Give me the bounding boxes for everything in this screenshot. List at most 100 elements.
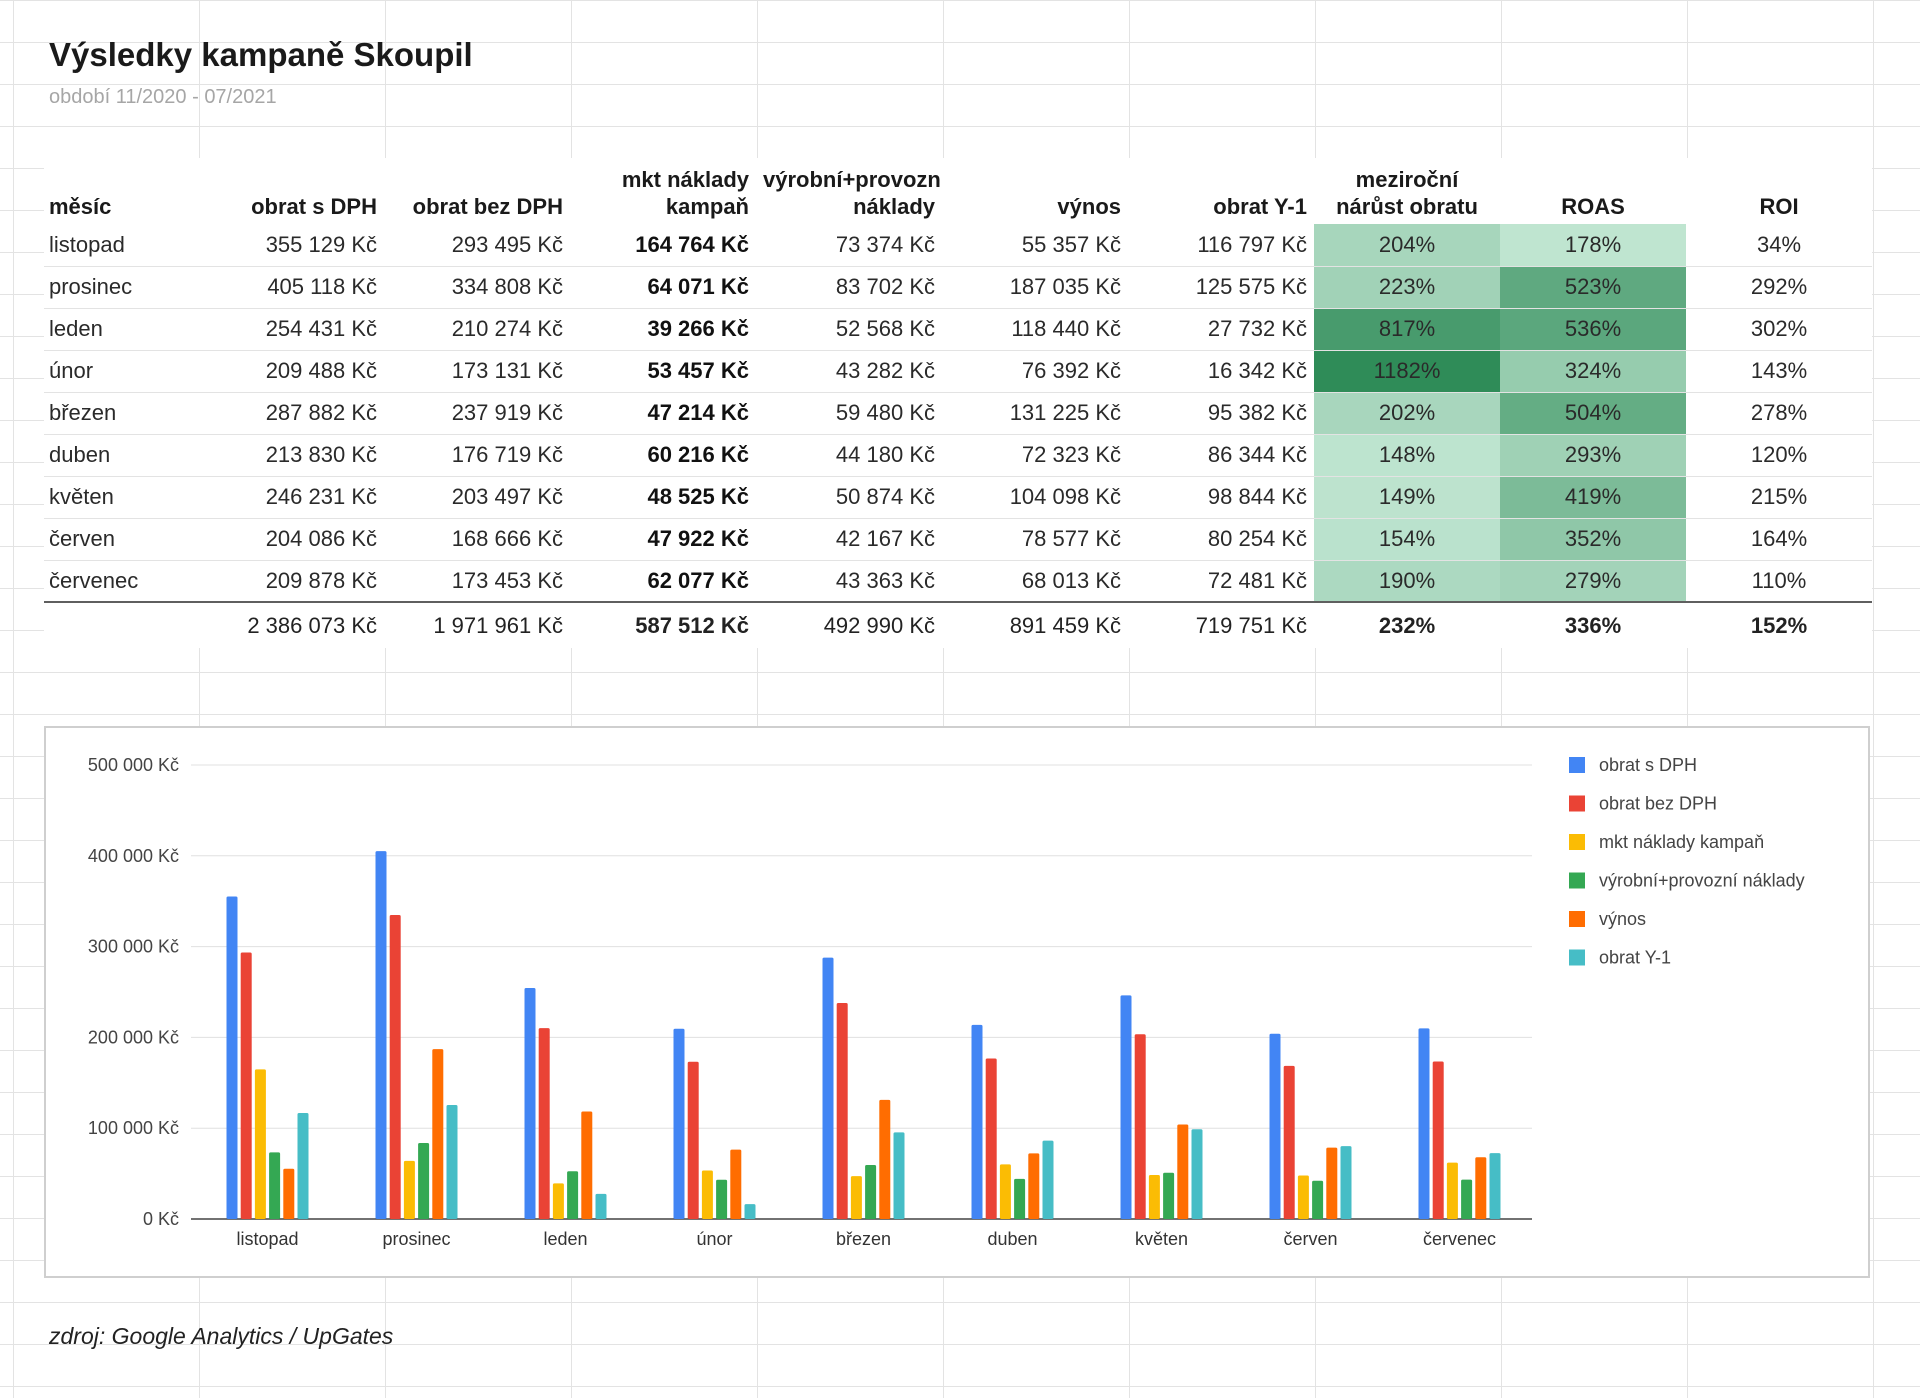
cell-month[interactable]: prosinec xyxy=(44,266,198,309)
cell-roas[interactable]: 523% xyxy=(1500,266,1686,309)
total-obrat-y1[interactable]: 719 751 Kč xyxy=(1128,601,1314,648)
total-roas[interactable]: 336% xyxy=(1500,601,1686,648)
cell-vynos[interactable]: 76 392 Kč xyxy=(942,350,1128,393)
cell-vynos[interactable]: 187 035 Kč xyxy=(942,266,1128,309)
cell-obrat-y1[interactable]: 80 254 Kč xyxy=(1128,518,1314,561)
cell-obrat-y1[interactable]: 125 575 Kč xyxy=(1128,266,1314,309)
cell-obrat-bez-dph[interactable]: 176 719 Kč xyxy=(384,434,570,477)
cell-roas[interactable]: 178% xyxy=(1500,224,1686,267)
cell-vyrobni-naklady[interactable]: 43 282 Kč xyxy=(756,350,942,393)
cell-obrat-bez-dph[interactable]: 334 808 Kč xyxy=(384,266,570,309)
cell-mkt-naklady[interactable]: 47 922 Kč xyxy=(570,518,756,561)
cell-roi[interactable]: 215% xyxy=(1686,476,1872,519)
cell-obrat-bez-dph[interactable]: 237 919 Kč xyxy=(384,392,570,435)
header-obrat-y1[interactable]: obrat Y-1 xyxy=(1213,194,1307,219)
cell-obrat-y1[interactable]: 98 844 Kč xyxy=(1128,476,1314,519)
total-vynos[interactable]: 891 459 Kč xyxy=(942,601,1128,648)
cell-obrat-y1[interactable]: 116 797 Kč xyxy=(1128,224,1314,267)
cell-mkt-naklady[interactable]: 64 071 Kč xyxy=(570,266,756,309)
cell-roas[interactable]: 324% xyxy=(1500,350,1686,393)
cell-mkt-naklady[interactable]: 60 216 Kč xyxy=(570,434,756,477)
cell-month[interactable]: duben xyxy=(44,434,198,477)
header-month[interactable]: měsíc xyxy=(49,194,112,219)
cell-obrat-bez-dph[interactable]: 168 666 Kč xyxy=(384,518,570,561)
cell-obrat-y1[interactable]: 72 481 Kč xyxy=(1128,560,1314,603)
cell-narust[interactable]: 190% xyxy=(1314,560,1500,603)
cell-mkt-naklady[interactable]: 48 525 Kč xyxy=(570,476,756,519)
header-roi[interactable]: ROI xyxy=(1759,194,1799,219)
cell-obrat-y1[interactable]: 27 732 Kč xyxy=(1128,308,1314,351)
cell-obrat-y1[interactable]: 95 382 Kč xyxy=(1128,392,1314,435)
cell-roas[interactable]: 504% xyxy=(1500,392,1686,435)
cell-vyrobni-naklady[interactable]: 50 874 Kč xyxy=(756,476,942,519)
cell-vyrobni-naklady[interactable]: 44 180 Kč xyxy=(756,434,942,477)
cell-obrat-bez-dph[interactable]: 203 497 Kč xyxy=(384,476,570,519)
total-month[interactable] xyxy=(44,601,198,648)
cell-narust[interactable]: 1182% xyxy=(1314,350,1500,393)
cell-roas[interactable]: 279% xyxy=(1500,560,1686,603)
total-narust[interactable]: 232% xyxy=(1314,601,1500,648)
cell-obrat-s-dph[interactable]: 355 129 Kč xyxy=(198,224,384,267)
total-roi[interactable]: 152% xyxy=(1686,601,1872,648)
cell-month[interactable]: leden xyxy=(44,308,198,351)
cell-obrat-s-dph[interactable]: 204 086 Kč xyxy=(198,518,384,561)
cell-month[interactable]: březen xyxy=(44,392,198,435)
cell-obrat-bez-dph[interactable]: 173 453 Kč xyxy=(384,560,570,603)
cell-vyrobni-naklady[interactable]: 42 167 Kč xyxy=(756,518,942,561)
cell-month[interactable]: únor xyxy=(44,350,198,393)
cell-month[interactable]: červenec xyxy=(44,560,198,603)
header-vynos[interactable]: výnos xyxy=(1057,194,1121,219)
cell-vynos[interactable]: 131 225 Kč xyxy=(942,392,1128,435)
cell-roi[interactable]: 143% xyxy=(1686,350,1872,393)
cell-narust[interactable]: 154% xyxy=(1314,518,1500,561)
header-roas[interactable]: ROAS xyxy=(1561,194,1625,219)
cell-narust[interactable]: 149% xyxy=(1314,476,1500,519)
cell-obrat-bez-dph[interactable]: 173 131 Kč xyxy=(384,350,570,393)
cell-mkt-naklady[interactable]: 47 214 Kč xyxy=(570,392,756,435)
cell-vynos[interactable]: 72 323 Kč xyxy=(942,434,1128,477)
cell-mkt-naklady[interactable]: 39 266 Kč xyxy=(570,308,756,351)
cell-obrat-s-dph[interactable]: 287 882 Kč xyxy=(198,392,384,435)
cell-obrat-s-dph[interactable]: 209 488 Kč xyxy=(198,350,384,393)
cell-obrat-bez-dph[interactable]: 210 274 Kč xyxy=(384,308,570,351)
cell-narust[interactable]: 148% xyxy=(1314,434,1500,477)
total-vyrobni-naklady[interactable]: 492 990 Kč xyxy=(756,601,942,648)
cell-narust[interactable]: 204% xyxy=(1314,224,1500,267)
cell-obrat-s-dph[interactable]: 213 830 Kč xyxy=(198,434,384,477)
header-mkt-naklady[interactable]: mkt náklady kampaň xyxy=(621,167,749,219)
cell-vynos[interactable]: 104 098 Kč xyxy=(942,476,1128,519)
total-obrat-bez-dph[interactable]: 1 971 961 Kč xyxy=(384,601,570,648)
cell-roas[interactable]: 419% xyxy=(1500,476,1686,519)
cell-obrat-s-dph[interactable]: 405 118 Kč xyxy=(198,266,384,309)
cell-roi[interactable]: 110% xyxy=(1686,560,1872,603)
cell-vynos[interactable]: 78 577 Kč xyxy=(942,518,1128,561)
cell-roi[interactable]: 120% xyxy=(1686,434,1872,477)
cell-month[interactable]: květen xyxy=(44,476,198,519)
header-obrat-bez-dph[interactable]: obrat bez DPH xyxy=(412,194,563,219)
cell-vyrobni-naklady[interactable]: 52 568 Kč xyxy=(756,308,942,351)
cell-mkt-naklady[interactable]: 164 764 Kč xyxy=(570,224,756,267)
cell-roi[interactable]: 292% xyxy=(1686,266,1872,309)
total-mkt-naklady[interactable]: 587 512 Kč xyxy=(570,601,756,648)
cell-roas[interactable]: 352% xyxy=(1500,518,1686,561)
header-narust[interactable]: meziroční nárůst obratu xyxy=(1336,167,1478,219)
chart-container[interactable]: 0 Kč 100 000 Kč 200 000 Kč 300 000 Kč 400 00… xyxy=(44,726,1870,1278)
cell-mkt-naklady[interactable]: 62 077 Kč xyxy=(570,560,756,603)
cell-roas[interactable]: 293% xyxy=(1500,434,1686,477)
cell-mkt-naklady[interactable]: 53 457 Kč xyxy=(570,350,756,393)
cell-roas[interactable]: 536% xyxy=(1500,308,1686,351)
cell-narust[interactable]: 202% xyxy=(1314,392,1500,435)
cell-vynos[interactable]: 55 357 Kč xyxy=(942,224,1128,267)
cell-vyrobni-naklady[interactable]: 73 374 Kč xyxy=(756,224,942,267)
cell-roi[interactable]: 34% xyxy=(1686,224,1872,267)
cell-obrat-y1[interactable]: 86 344 Kč xyxy=(1128,434,1314,477)
cell-vynos[interactable]: 118 440 Kč xyxy=(942,308,1128,351)
cell-roi[interactable]: 302% xyxy=(1686,308,1872,351)
cell-roi[interactable]: 164% xyxy=(1686,518,1872,561)
cell-obrat-y1[interactable]: 16 342 Kč xyxy=(1128,350,1314,393)
cell-vyrobni-naklady[interactable]: 83 702 Kč xyxy=(756,266,942,309)
cell-vyrobni-naklady[interactable]: 43 363 Kč xyxy=(756,560,942,603)
cell-obrat-s-dph[interactable]: 209 878 Kč xyxy=(198,560,384,603)
cell-roi[interactable]: 278% xyxy=(1686,392,1872,435)
cell-narust[interactable]: 817% xyxy=(1314,308,1500,351)
